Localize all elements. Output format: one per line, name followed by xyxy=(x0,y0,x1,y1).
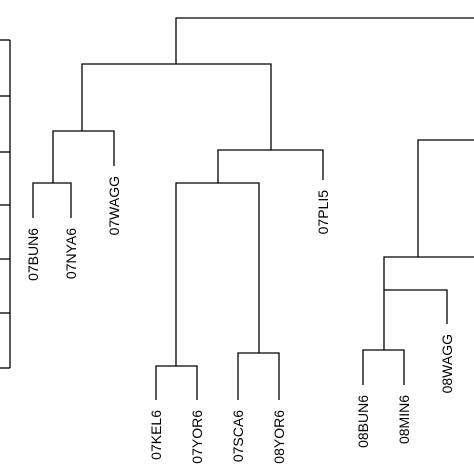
leaf-label-07wagg: 07WAGG xyxy=(106,176,122,235)
branch-bun-min xyxy=(362,349,405,385)
branch-2007-cluster xyxy=(81,63,272,150)
branch-root xyxy=(175,17,474,64)
leaf-label-07pli5: 07PLI5 xyxy=(315,190,331,235)
height-axis xyxy=(0,39,11,369)
leaf-label-07nya6: 07NYA6 xyxy=(63,228,79,279)
leaf-labels: 07BUN6 07NYA6 07WAGG 07KEL6 07YOR6 07SCA… xyxy=(25,176,455,464)
branch-2008-subgroup xyxy=(383,289,448,350)
leaf-label-08bun6: 08BUN6 xyxy=(355,395,371,448)
leaf-label-07bun6: 07BUN6 xyxy=(25,228,41,281)
branch-2008-inner xyxy=(383,256,474,290)
dendrogram-branches xyxy=(32,17,474,400)
leaf-label-07yor6: 07YOR6 xyxy=(189,410,205,464)
leaf-label-08yor6: 08YOR6 xyxy=(271,410,287,464)
leaf-label-07sca6: 07SCA6 xyxy=(230,410,246,462)
branch-bun-nya xyxy=(32,182,72,218)
branch-sca-yor xyxy=(237,352,280,400)
branch-east-group xyxy=(217,149,324,183)
branch-2008-cluster xyxy=(417,139,474,257)
leaf-label-08min6: 08MIN6 xyxy=(396,395,412,444)
leaf-label-07kel6: 07KEL6 xyxy=(148,410,164,460)
branch-west-group xyxy=(52,130,115,183)
leaf-label-08wagg: 08WAGG xyxy=(439,334,455,393)
branch-kel-yor xyxy=(155,365,198,400)
branch-kel-sca xyxy=(175,182,260,366)
